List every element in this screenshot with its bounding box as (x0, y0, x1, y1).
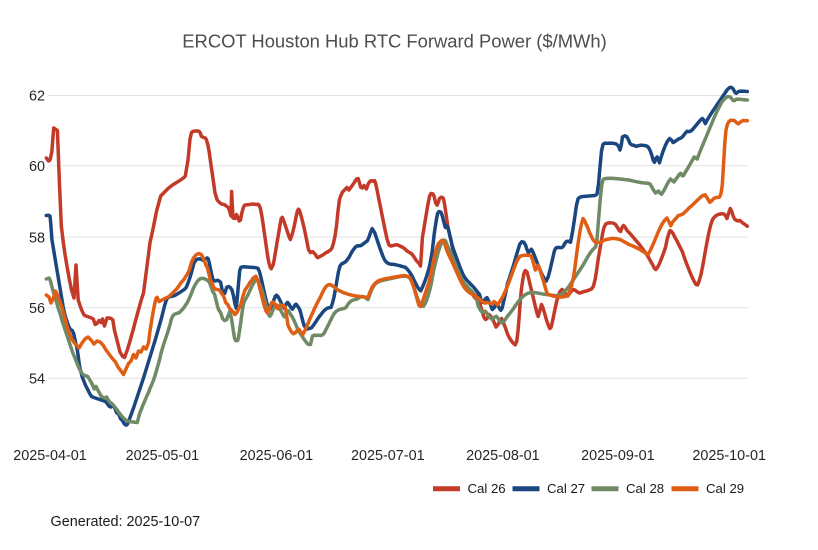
svg-text:2025-09-01: 2025-09-01 (581, 448, 655, 464)
svg-text:58: 58 (29, 230, 45, 246)
svg-text:62: 62 (29, 89, 45, 105)
svg-text:2025-10-01: 2025-10-01 (692, 448, 766, 464)
svg-text:Cal 27: Cal 27 (547, 481, 585, 496)
svg-text:2025-05-01: 2025-05-01 (126, 448, 200, 464)
svg-text:Cal 28: Cal 28 (626, 481, 664, 496)
svg-text:60: 60 (29, 159, 45, 175)
svg-text:2025-04-01: 2025-04-01 (13, 448, 87, 464)
svg-text:56: 56 (29, 301, 45, 317)
svg-text:ERCOT Houston Hub RTC Forward: ERCOT Houston Hub RTC Forward Power ($/M… (182, 31, 606, 52)
svg-text:2025-06-01: 2025-06-01 (240, 448, 314, 464)
svg-text:Generated: 2025-10-07: Generated: 2025-10-07 (51, 514, 201, 530)
svg-text:54: 54 (29, 372, 45, 388)
svg-text:2025-08-01: 2025-08-01 (466, 448, 540, 464)
svg-text:2025-07-01: 2025-07-01 (351, 448, 425, 464)
svg-text:Cal 26: Cal 26 (468, 481, 506, 496)
svg-text:Cal 29: Cal 29 (706, 481, 744, 496)
